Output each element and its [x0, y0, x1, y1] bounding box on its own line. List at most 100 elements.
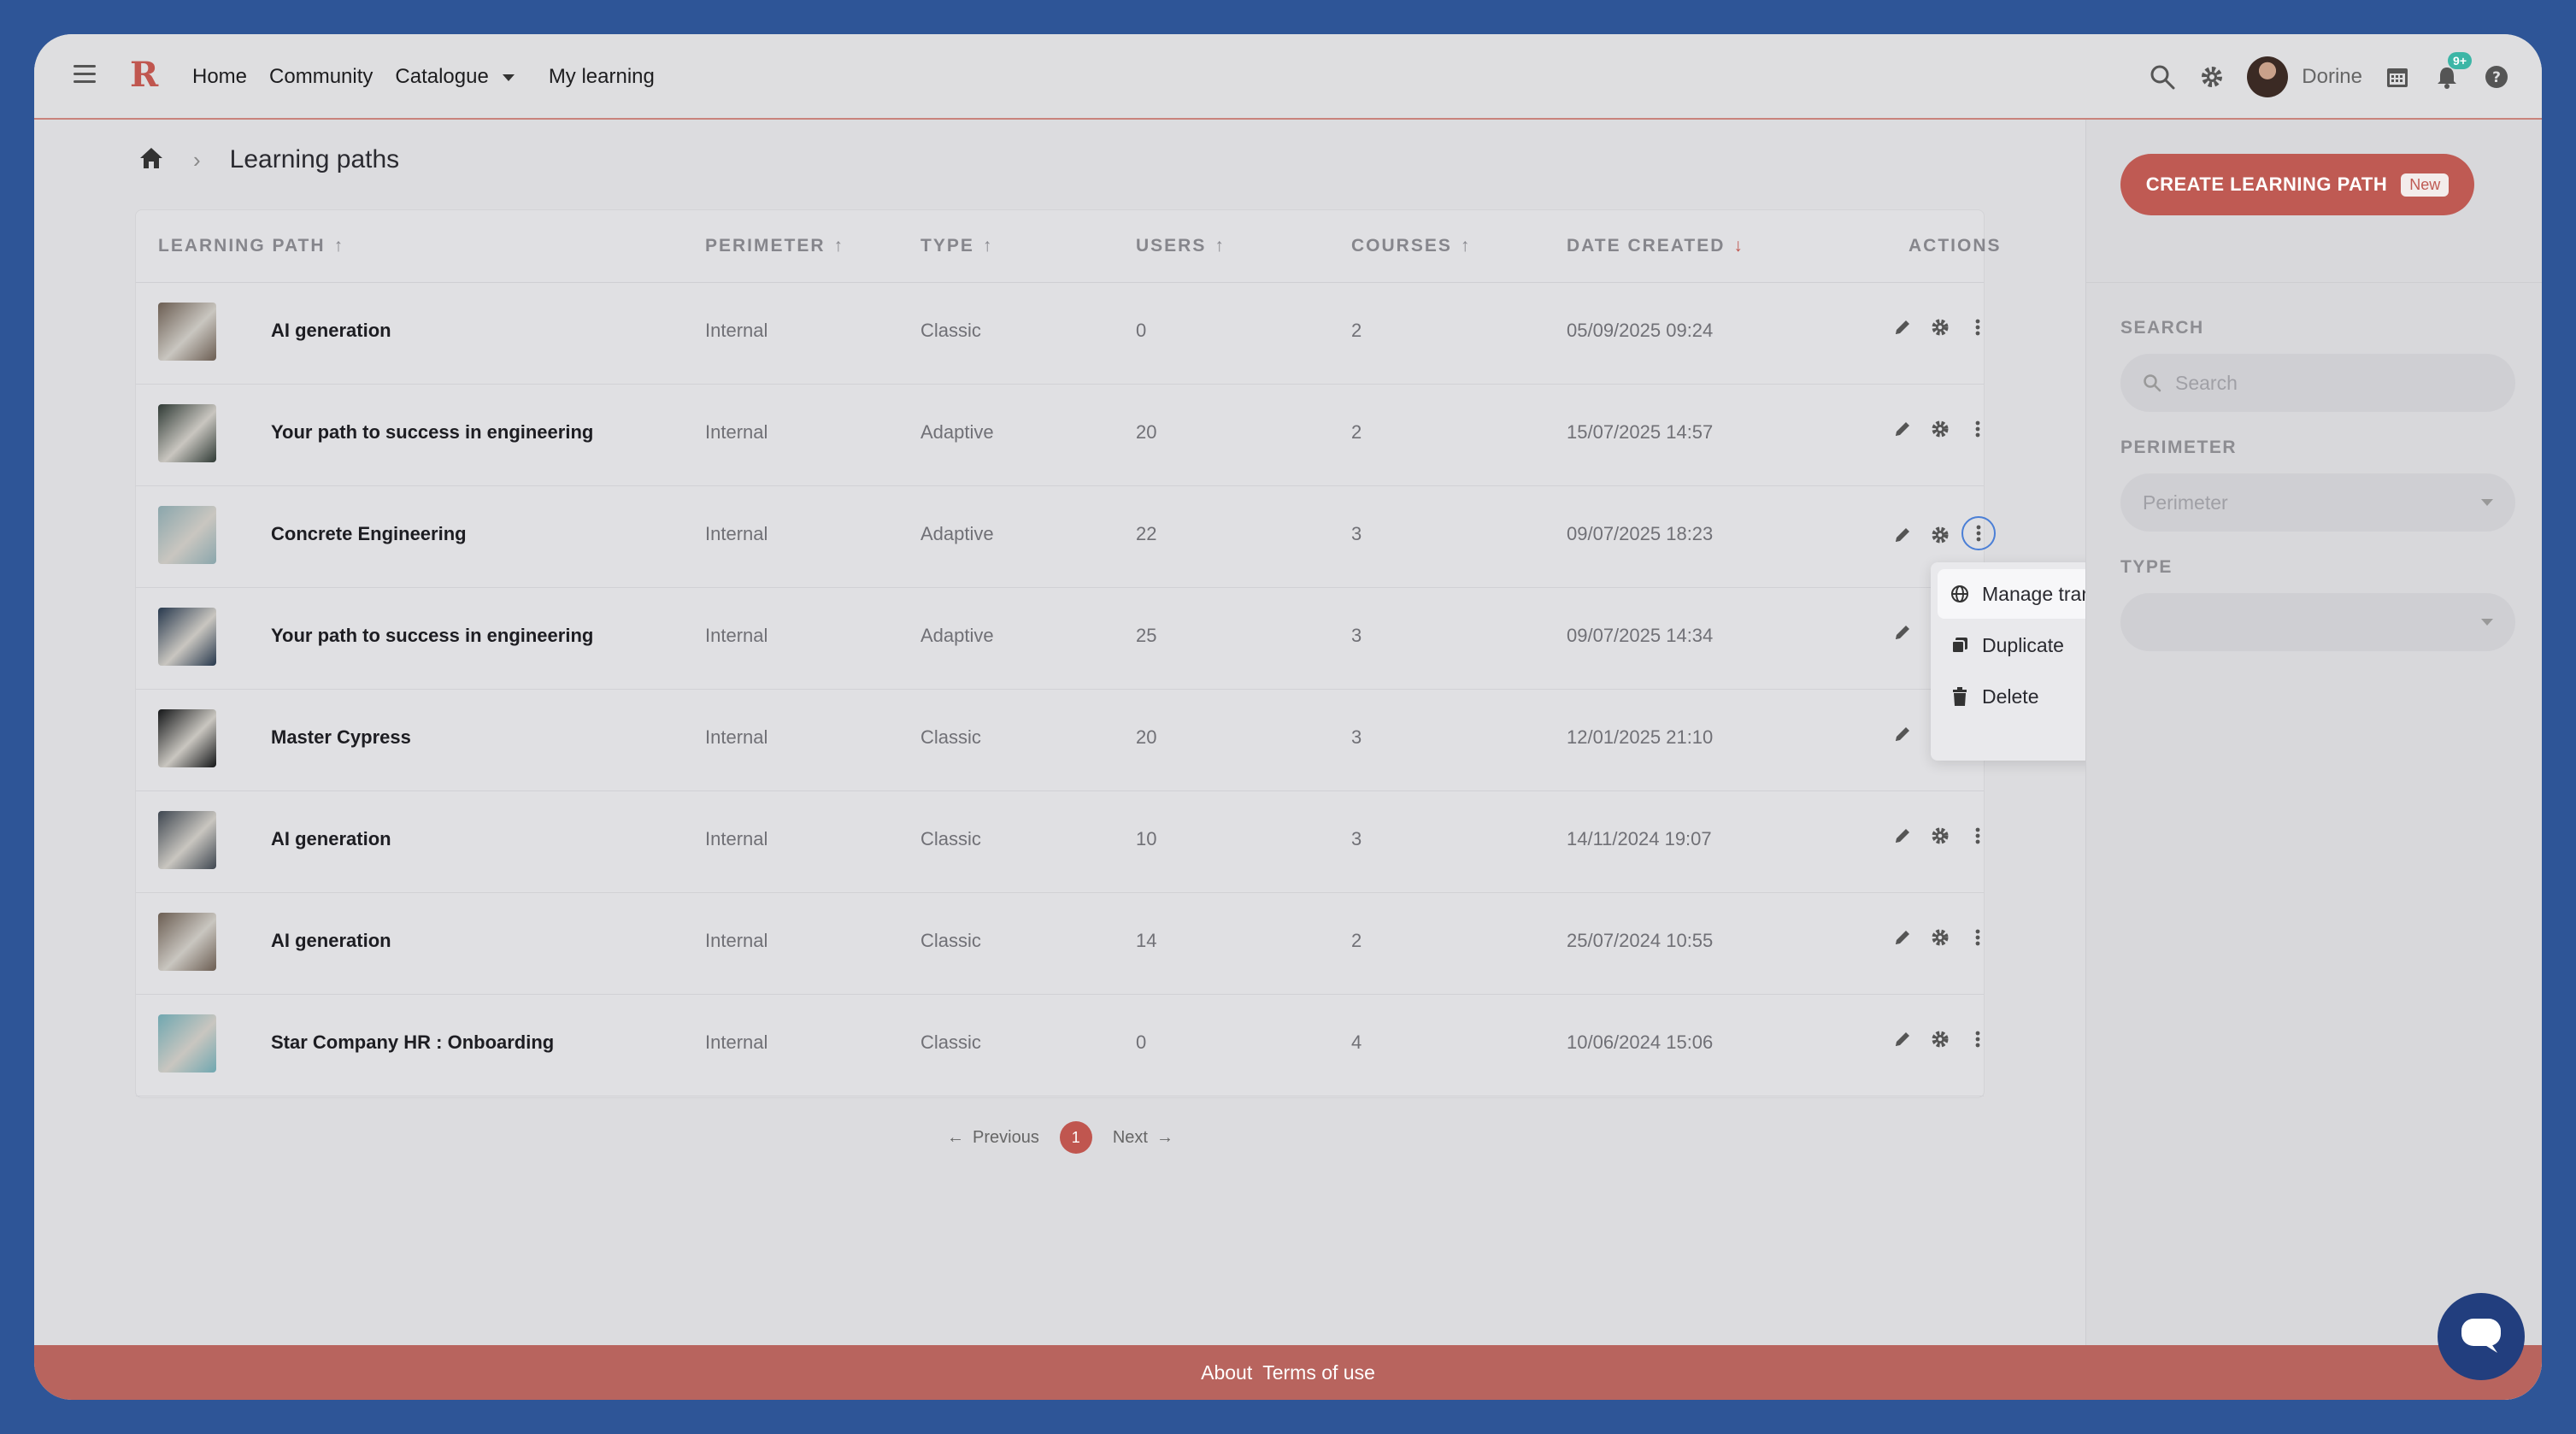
nav-my-learning[interactable]: My learning	[548, 65, 655, 88]
nav-catalogue[interactable]: Catalogue	[395, 60, 515, 94]
path-name[interactable]: Star Company HR : Onboarding	[271, 1031, 555, 1053]
nav-community[interactable]: Community	[269, 65, 373, 88]
column-label: DATE CREATED	[1567, 236, 1726, 256]
arrow-left-icon: ←	[947, 1127, 964, 1147]
help-icon[interactable]: ?	[2482, 62, 2511, 91]
table-row[interactable]: Your path to success in engineering Inter…	[136, 587, 1984, 690]
settings-icon[interactable]	[1929, 524, 1951, 546]
menu-icon[interactable]	[74, 65, 96, 87]
path-name[interactable]: AI generation	[271, 828, 391, 849]
settings-icon[interactable]	[1929, 316, 1951, 338]
edit-icon[interactable]	[1891, 524, 1914, 546]
path-perimeter: Internal	[705, 1031, 768, 1053]
search-placeholder: Search	[2175, 371, 2238, 394]
settings-icon[interactable]	[1929, 1028, 1951, 1050]
column-date-created[interactable]: DATE CREATED ↓	[1567, 236, 1744, 256]
more-options-icon[interactable]	[1967, 316, 1989, 338]
more-options-icon[interactable]	[1967, 1028, 1989, 1050]
edit-icon[interactable]	[1891, 825, 1914, 847]
settings-icon[interactable]	[1929, 418, 1951, 440]
settings-icon[interactable]	[1929, 825, 1951, 847]
edit-icon[interactable]	[1891, 1028, 1914, 1050]
perimeter-select[interactable]: Perimeter	[2120, 473, 2515, 532]
table-row[interactable]: Master Cypress Internal Classic 20 3 12/01/20…	[136, 689, 1984, 791]
menu-item-delete[interactable]: Delete	[1931, 672, 2184, 721]
more-options-icon[interactable]	[1961, 516, 1996, 550]
column-users[interactable]: USERS ↑	[1136, 236, 1226, 256]
gear-icon[interactable]	[2197, 62, 2226, 91]
path-name[interactable]: Your path to success in engineering	[271, 625, 594, 646]
column-actions: ACTIONS	[1908, 236, 2002, 256]
path-date-created: 15/07/2025 14:57	[1567, 421, 1714, 443]
path-name[interactable]: AI generation	[271, 930, 391, 951]
search-input[interactable]: Search	[2120, 354, 2515, 412]
search-icon	[2143, 373, 2161, 392]
copy-icon	[1950, 635, 1970, 655]
more-options-icon[interactable]	[1967, 926, 1989, 949]
home-icon[interactable]	[138, 146, 164, 174]
type-select[interactable]	[2120, 593, 2515, 651]
previous-button[interactable]: ← Previous	[947, 1128, 1039, 1148]
table-row[interactable]: AI generation Internal Classic 0 2 05/09/2025…	[136, 282, 1984, 385]
path-courses: 2	[1351, 421, 1362, 443]
menu-item-duplicate[interactable]: Duplicate	[1931, 620, 2184, 670]
table-row[interactable]: AI generation Internal Classic 14 2 25/07/202…	[136, 892, 1984, 995]
search-icon[interactable]	[2148, 62, 2177, 91]
path-name[interactable]: Master Cypress	[271, 726, 411, 748]
calendar-icon[interactable]	[2383, 62, 2412, 91]
avatar[interactable]	[2247, 56, 2289, 97]
row-actions	[1891, 1028, 2004, 1050]
table-row[interactable]: Star Company HR : Onboarding Internal Clas…	[136, 994, 1984, 1096]
path-name[interactable]: Concrete Engineering	[271, 523, 467, 544]
trash-icon	[1950, 686, 1970, 707]
path-date-created: 12/01/2025 21:10	[1567, 726, 1714, 748]
create-learning-path-button[interactable]: CREATE LEARNING PATH New	[2120, 154, 2474, 215]
path-name[interactable]: AI generation	[271, 320, 391, 341]
path-date-created: 09/07/2025 14:34	[1567, 625, 1714, 646]
arrow-up-icon: ↑	[1214, 236, 1226, 256]
edit-icon[interactable]	[1891, 418, 1914, 440]
arrow-up-icon: ↑	[982, 236, 994, 256]
column-type[interactable]: TYPE ↑	[920, 236, 993, 256]
footer-about-link[interactable]: About	[1201, 1361, 1253, 1384]
next-button[interactable]: Next →	[1113, 1128, 1173, 1148]
bell-icon[interactable]: 9+	[2432, 52, 2472, 91]
table-row[interactable]: AI generation Internal Classic 10 3 14/11/202…	[136, 790, 1984, 893]
column-perimeter[interactable]: PERIMETER ↑	[705, 236, 844, 256]
username[interactable]: Dorine	[2302, 65, 2362, 88]
path-perimeter: Internal	[705, 320, 768, 341]
more-options-icon[interactable]	[1967, 418, 1989, 440]
footer-terms-link[interactable]: Terms of use	[1262, 1361, 1375, 1384]
path-type: Classic	[920, 930, 981, 951]
more-options-icon[interactable]	[1967, 825, 1989, 847]
perimeter-label: PERIMETER	[2120, 438, 2238, 457]
type-label: TYPE	[2120, 557, 2173, 577]
arrow-right-icon: →	[1156, 1127, 1173, 1147]
page-1-button[interactable]: 1	[1059, 1121, 1092, 1154]
path-type: Adaptive	[920, 523, 994, 544]
table-row[interactable]: Your path to success in engineering Inter…	[136, 384, 1984, 486]
globe-icon	[1950, 584, 1970, 604]
notification-badge: 9+	[2448, 52, 2472, 69]
path-type: Adaptive	[920, 625, 994, 646]
path-type: Classic	[920, 1031, 981, 1053]
table-header: LEARNING PATH ↑ PERIMETER ↑ TYPE ↑ USERS ↑ C…	[136, 210, 2000, 283]
edit-icon[interactable]	[1891, 926, 1914, 949]
path-name[interactable]: Your path to success in engineering	[271, 421, 594, 443]
path-courses: 3	[1351, 625, 1362, 646]
settings-icon[interactable]	[1929, 926, 1951, 949]
nav-home[interactable]: Home	[192, 65, 248, 88]
app-logo[interactable]: R	[130, 55, 159, 95]
row-actions	[1891, 418, 2004, 440]
path-date-created: 05/09/2025 09:24	[1567, 320, 1714, 341]
column-learning-path[interactable]: LEARNING PATH ↑	[158, 236, 344, 256]
path-date-created: 09/07/2025 18:23	[1567, 523, 1714, 544]
edit-icon[interactable]	[1891, 723, 1914, 745]
footer: About Terms of use	[34, 1345, 2542, 1400]
table-row[interactable]: Concrete Engineering Internal Adaptive 22 3 0…	[136, 485, 1996, 588]
chat-button[interactable]	[2438, 1293, 2525, 1380]
column-courses[interactable]: COURSES ↑	[1351, 236, 1471, 256]
edit-icon[interactable]	[1891, 316, 1914, 338]
svg-text:?: ?	[2492, 69, 2501, 86]
edit-icon[interactable]	[1891, 621, 1914, 644]
